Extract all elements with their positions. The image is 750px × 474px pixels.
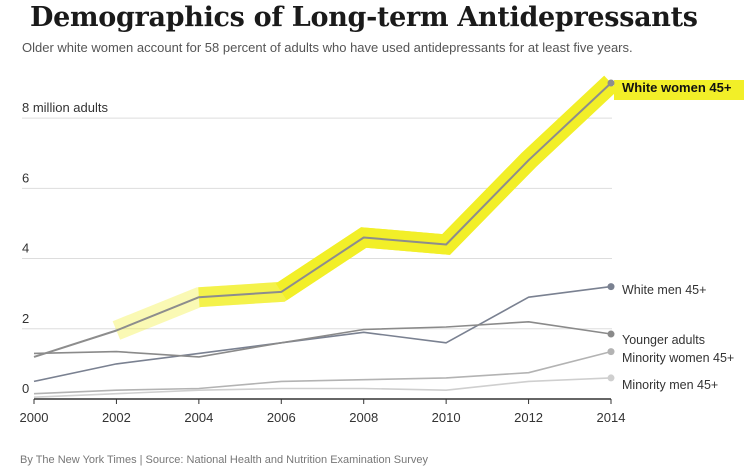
- series-label-minority-women-45: Minority women 45+: [622, 351, 734, 365]
- data-point-white-men-45-2014: [607, 283, 615, 291]
- y-tick-label: 6: [22, 170, 29, 185]
- x-tick-label: 2004: [184, 410, 213, 425]
- x-tick-label: 2008: [349, 410, 378, 425]
- line-chart: 0 2 4 6 8 million adults 2000 2002 2004 2006 2008…: [20, 75, 744, 425]
- gridlines: [22, 117, 612, 330]
- series-lines: [33, 82, 612, 398]
- x-tick-label: 2000: [20, 410, 49, 425]
- data-point-minority-women-45-2014: [607, 348, 615, 356]
- series-line-white-men-45: [33, 285, 612, 383]
- x-tick-label: 2006: [267, 410, 296, 425]
- labels: 0 2 4 6 8 million adults 2000 2002 2004 2006 2008…: [20, 80, 735, 425]
- x-tick-label: 2012: [514, 410, 543, 425]
- chart-title: Demographics of Long-term Antidepressant…: [30, 2, 698, 33]
- series-label-white-men-45: White men 45+: [622, 283, 706, 297]
- y-tick-label: 8 million adults: [22, 100, 108, 115]
- series-label-white-women-45: White women 45+: [622, 80, 732, 95]
- x-axis: [33, 398, 612, 404]
- y-tick-label: 2: [22, 311, 29, 326]
- series-line-minority-men-45: [33, 377, 612, 398]
- series-line-minority-women-45: [33, 350, 612, 395]
- highlight-band-soft: [112, 75, 618, 340]
- data-point-minority-men-45-2014: [607, 374, 615, 382]
- label-highlight-box: [614, 80, 744, 100]
- y-tick-label: 4: [22, 241, 29, 256]
- x-tick-label: 2010: [432, 410, 461, 425]
- series-label-minority-men-45: Minority men 45+: [622, 378, 718, 392]
- series-line-white-women-45: [33, 82, 612, 358]
- highlight-band: [198, 75, 618, 308]
- end-markers: [607, 79, 615, 382]
- data-point-younger-adults-2014: [607, 330, 615, 338]
- series-line-younger-adults: [33, 320, 612, 358]
- x-tick-label: 2014: [597, 410, 626, 425]
- chart-subtitle: Older white women account for 58 percent…: [22, 40, 633, 55]
- source-note: By The New York Times | Source: National…: [20, 454, 429, 466]
- x-tick-label: 2002: [102, 410, 131, 425]
- series-label-younger-adults: Younger adults: [622, 333, 705, 347]
- highlight-band-strong: [275, 75, 618, 301]
- y-tick-label: 0: [22, 381, 29, 396]
- data-point-white-women-45-2014: [607, 79, 615, 87]
